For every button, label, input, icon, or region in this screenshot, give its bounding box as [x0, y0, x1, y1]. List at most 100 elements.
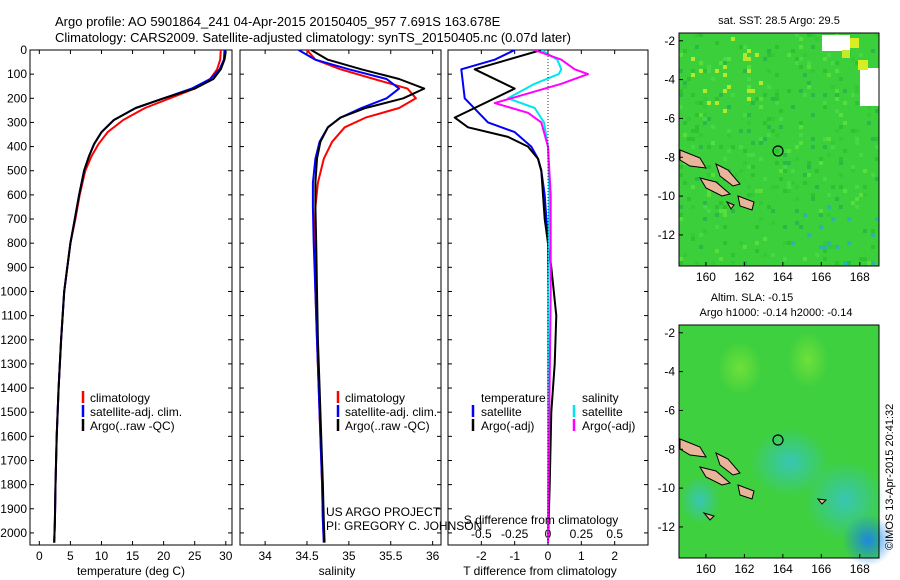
difference-xlabel-T: T difference from climatology — [463, 564, 617, 578]
depth-tick-label: 1300 — [0, 357, 27, 371]
land-shape — [816, 498, 828, 505]
sst-pixel — [679, 257, 683, 261]
sst-pixel — [823, 101, 827, 105]
sst-pixel — [783, 149, 787, 153]
sst-pixel — [867, 121, 871, 125]
sst-pixel — [691, 137, 695, 141]
sst-pixel — [783, 169, 787, 173]
sst-pixel — [695, 177, 699, 181]
sst-pixel — [799, 225, 803, 229]
x-tick-label: 25 — [188, 549, 202, 563]
sla-map-islands — [679, 438, 828, 521]
sst-pixel — [691, 73, 695, 77]
sst-pixel — [859, 257, 863, 261]
sst-pixel — [783, 153, 787, 157]
sst-pixel — [851, 129, 855, 133]
series-line-satellite — [460, 50, 549, 543]
sst-pixel — [719, 145, 723, 149]
land-shape — [737, 195, 755, 211]
sst-pixel — [683, 121, 687, 125]
sst-pixel — [839, 113, 843, 117]
sst-pixel — [731, 37, 735, 41]
series-line-satellite — [507, 50, 563, 543]
sst-pixel — [707, 209, 711, 213]
sst-pixel — [867, 261, 871, 265]
sst-pixel — [751, 101, 755, 105]
sst-pixel — [839, 125, 843, 129]
sst-pixel — [803, 93, 807, 97]
sst-pixel — [731, 261, 735, 265]
sst-pixel — [855, 129, 859, 133]
sst-pixel — [807, 81, 811, 85]
sst-pixel — [875, 109, 879, 113]
series-line-argo-raw-qc- — [53, 51, 227, 543]
sst-pixel — [851, 93, 855, 97]
map-y-tick-label: -12 — [658, 228, 676, 242]
sst-pixel — [847, 217, 851, 221]
sst-pixel — [743, 261, 747, 265]
legend-label-t-argo: Argo(-adj) — [481, 419, 534, 433]
sst-pixel — [739, 129, 743, 133]
sla-map — [678, 324, 894, 566]
sst-pixel — [847, 241, 851, 245]
map-x-tick-label: 162 — [734, 270, 754, 284]
land-shape — [698, 466, 732, 486]
sst-pixel — [803, 73, 807, 77]
sst-pixel — [807, 33, 811, 37]
sst-pixel — [755, 53, 759, 57]
sst-pixel — [679, 93, 683, 97]
sst-pixel — [759, 217, 763, 221]
sst-pixel — [747, 57, 751, 61]
map-x-tick-label: 160 — [696, 270, 716, 284]
sst-pixel — [695, 33, 699, 37]
sla-map-ticks: 160 162 164 166 168 -2 -4 -6 -8 -10 -12 — [658, 326, 870, 576]
sla-anomaly — [680, 476, 720, 524]
sst-pixel — [835, 197, 839, 201]
sst-pixel — [719, 257, 723, 261]
sst-pixel — [699, 245, 703, 249]
sst-pixel — [871, 137, 875, 141]
sst-pixel — [783, 257, 787, 261]
sst-pixel — [839, 185, 843, 189]
sst-pixel — [687, 137, 691, 141]
sla-map-frame — [678, 324, 880, 559]
sst-pixel — [763, 177, 767, 181]
series-line-satellite-adj-clim- — [298, 50, 401, 543]
map-y-tick-label: -2 — [664, 34, 675, 48]
sst-pixel — [815, 37, 819, 41]
sst-pixel — [807, 65, 811, 69]
sst-pixel — [783, 161, 787, 165]
sst-pixel — [715, 249, 719, 253]
difference-series — [453, 50, 589, 543]
sst-pixel — [791, 105, 795, 109]
sst-pixel — [827, 73, 831, 77]
legend-label-climatology: climatology — [90, 391, 150, 405]
sst-pixel — [823, 245, 827, 249]
sst-pixel — [711, 141, 715, 145]
sst-pixel — [707, 165, 711, 169]
sst-pixel — [795, 185, 799, 189]
depth-tick-label: 300 — [7, 115, 27, 129]
sst-pixel — [691, 185, 695, 189]
sst-pixel — [703, 105, 707, 109]
salinity-axes — [239, 49, 442, 546]
sst-pixel — [819, 245, 823, 249]
sst-pixel — [691, 145, 695, 149]
sst-pixel — [763, 57, 767, 61]
sst-pixel — [799, 37, 803, 41]
x-tick-label: 34.5 — [295, 549, 319, 563]
sst-pixel — [707, 145, 711, 149]
sst-pixel — [747, 113, 751, 117]
sst-map-missing-data — [860, 68, 879, 106]
sst-pixel — [823, 137, 827, 141]
sst-pixel — [815, 169, 819, 173]
sst-pixel — [679, 165, 683, 169]
sst-pixel — [839, 77, 843, 81]
sst-pixel — [767, 69, 771, 73]
sst-pixel — [715, 101, 719, 105]
sst-pixel — [679, 213, 683, 217]
sla-anomaly — [842, 514, 894, 566]
sst-pixel — [807, 165, 811, 169]
sla-map-title1: Altim. SLA: -0.15 — [711, 292, 794, 304]
sst-pixel — [755, 241, 759, 245]
